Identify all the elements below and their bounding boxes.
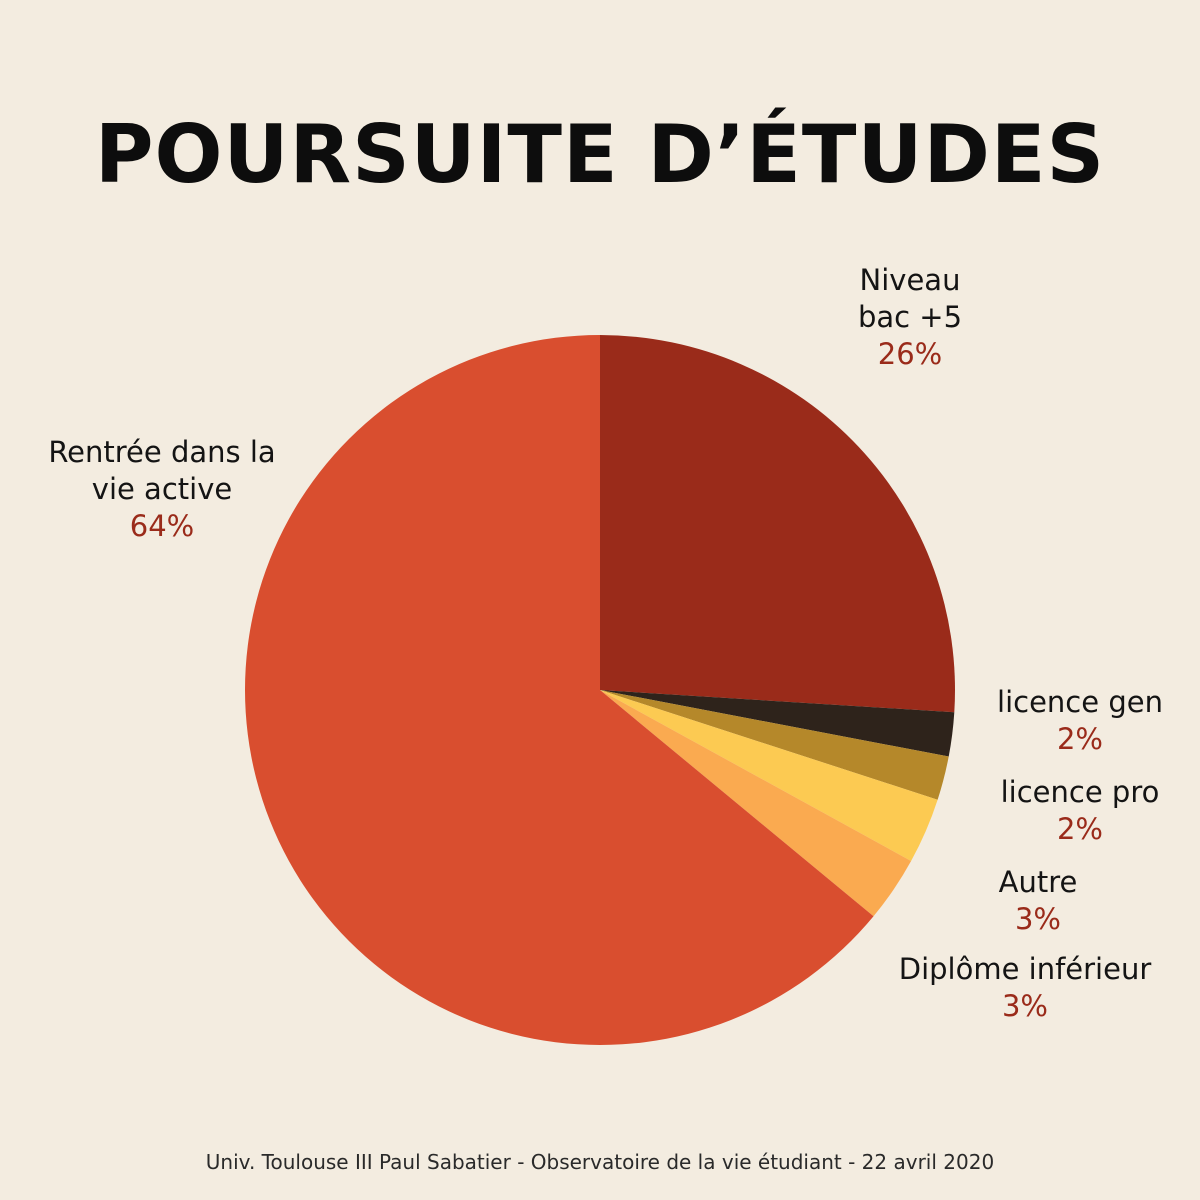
pie-slice-rentr-e-dans-la-vie-active bbox=[244, 335, 874, 1045]
source-footer: Univ. Toulouse III Paul Sabatier - Obser… bbox=[205, 1150, 995, 1174]
slice-label-niveau-bac5: Niveau bac +5 26% bbox=[857, 263, 963, 371]
pie-slice-licence-pro bbox=[600, 690, 949, 800]
slice-label-autre: Autre 3% bbox=[998, 865, 1078, 936]
slice-label-licence-pro: licence pro 2% bbox=[1000, 775, 1160, 846]
pie-slice-licence-gen bbox=[600, 690, 955, 757]
slice-label-diplome-inferieur: Diplôme inférieur 3% bbox=[898, 952, 1152, 1023]
pie-slice-dipl-me-inf-rieur bbox=[600, 690, 912, 917]
pie-slice-niveau-bac-5 bbox=[600, 335, 955, 713]
slice-label-licence-gen: licence gen 2% bbox=[997, 685, 1163, 756]
pie-slice-autre bbox=[600, 690, 938, 862]
slice-label-rentree-vie-active: Rentrée dans la vie active 64% bbox=[48, 435, 276, 543]
chart-title: POURSUITE D’ÉTUDES bbox=[94, 108, 1106, 201]
